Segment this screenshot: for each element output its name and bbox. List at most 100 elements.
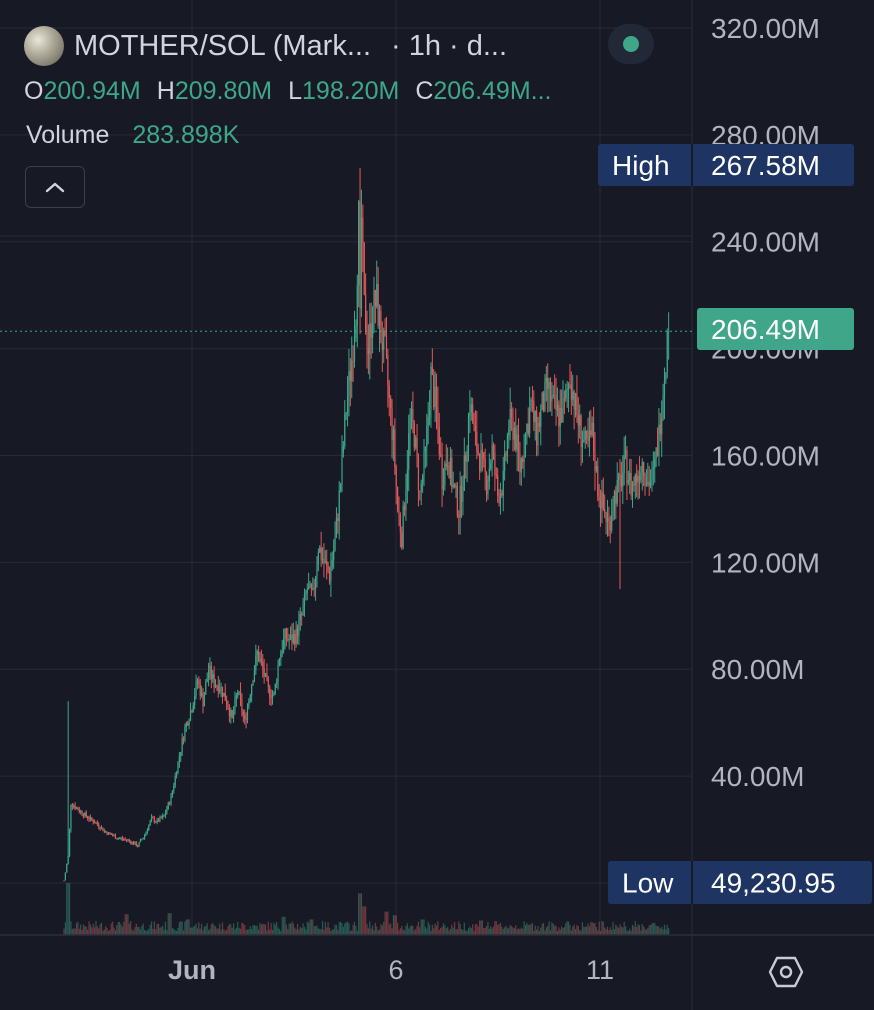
volume-bar (98, 928, 100, 935)
candle-body (581, 442, 584, 447)
price-candles (63, 168, 670, 882)
candle-body (380, 311, 382, 344)
symbol-legend[interactable]: MOTHER/SOL (Mark... · 1h · d... (24, 26, 507, 66)
candle-body (117, 838, 119, 840)
candle-body (70, 804, 72, 829)
volume-bar (485, 925, 488, 935)
candle-body (274, 683, 276, 693)
y-tick-label: 320.00M (711, 13, 820, 44)
candle-body (358, 201, 360, 286)
candle-body (144, 835, 146, 838)
volume-bar (331, 929, 333, 935)
candle-body (474, 425, 477, 432)
volume-bar (263, 923, 265, 935)
candle-body (605, 512, 607, 522)
volume-bar (565, 923, 567, 935)
candle-body (438, 427, 440, 455)
volume-bar (340, 921, 342, 935)
volume-bar (427, 921, 429, 935)
volume-bar (102, 930, 104, 935)
volume-bar (519, 929, 521, 935)
candle-body (132, 841, 135, 845)
volume-bar (245, 929, 247, 935)
volume-bar (654, 922, 656, 935)
candle-body (313, 588, 315, 590)
volume-bar (110, 923, 112, 935)
volume-bar (466, 930, 468, 935)
volume-bar (150, 921, 153, 935)
ohlc-open: O200.94M (24, 77, 141, 105)
candle-body (570, 384, 572, 400)
volume-bar (160, 927, 162, 935)
candle-body (510, 408, 513, 418)
collapse-legend-button[interactable] (25, 166, 85, 208)
candle-body (333, 550, 335, 561)
volume-bar (239, 928, 242, 935)
chart-settings-button[interactable] (766, 952, 806, 992)
volume-bar (302, 923, 304, 935)
candle-body (74, 805, 76, 809)
candle-body (509, 408, 511, 429)
candle-body (458, 515, 460, 518)
volume-bar (109, 929, 111, 935)
volume-bar (232, 923, 235, 935)
volume-bar (175, 930, 178, 935)
candle-body (577, 414, 579, 426)
candle-body (157, 819, 160, 822)
candle-body (412, 409, 414, 423)
candle-body (567, 384, 570, 390)
volume-bar (334, 924, 336, 935)
candle-body (267, 678, 269, 687)
candle-body (501, 492, 503, 496)
candle-body (615, 491, 617, 504)
candle-body (484, 459, 486, 473)
volume-bar (155, 929, 157, 935)
volume-bar (656, 926, 659, 935)
volume-bar (128, 923, 130, 935)
volume-bar (501, 926, 503, 935)
volume-bar (317, 928, 319, 935)
volume-bar (366, 924, 368, 935)
volume-bar (227, 926, 229, 935)
volume-bar (581, 922, 584, 935)
volume-bar (87, 929, 89, 935)
candle-body (167, 802, 169, 809)
candle-body (665, 372, 667, 381)
volume-bar (63, 928, 65, 935)
volume-bar (259, 923, 261, 935)
candle-body (423, 451, 425, 476)
candle-body (549, 382, 552, 402)
candle-body (130, 841, 132, 844)
volume-bar (113, 927, 115, 935)
market-status-indicator (608, 24, 654, 64)
candle-body (310, 583, 313, 590)
volume-bar (321, 921, 324, 935)
candle-body (488, 468, 490, 482)
volume-bar (73, 928, 75, 935)
candle-body (536, 410, 538, 446)
candle-body (223, 692, 225, 697)
volume-value: 283.898K (132, 121, 240, 149)
candle-body (604, 508, 606, 513)
candle-body (128, 839, 130, 842)
volume-bar (164, 921, 167, 935)
candle-body (608, 517, 610, 522)
candle-body (360, 217, 363, 309)
candle-body (277, 665, 279, 682)
volume-bar (187, 919, 189, 935)
volume-bar (597, 930, 599, 935)
candle-body (251, 684, 253, 696)
volume-bar (355, 925, 357, 935)
candle-body (142, 837, 144, 840)
candle-body (655, 447, 657, 459)
candle-body (554, 394, 556, 396)
candle-body (531, 399, 534, 401)
volume-bar (127, 914, 129, 935)
candle-body (544, 382, 546, 411)
candle-body (149, 821, 151, 826)
candle-body (392, 429, 395, 441)
candle-body (264, 673, 267, 677)
low-marker: Low 49,230.95 (608, 861, 872, 904)
candle-body (96, 822, 98, 825)
